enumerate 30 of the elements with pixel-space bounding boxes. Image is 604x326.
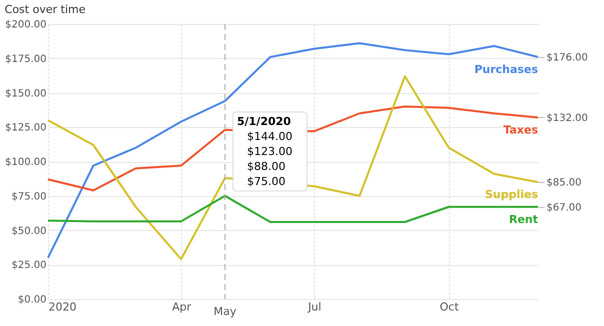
y-tick-label: $0.00 (18, 294, 46, 306)
series-label: Purchases (474, 63, 538, 76)
y-tick-label: $125.00 (5, 122, 46, 134)
series-label: Supplies (484, 188, 538, 202)
line-series (47, 75, 539, 260)
chart-title: Cost over time (4, 3, 86, 16)
y2-tick-label: $85.00 (546, 178, 582, 189)
y-tick-label: $175.00 (5, 54, 46, 65)
x-tick-label: Apr (172, 300, 192, 314)
annotation: $123.00 (246, 145, 292, 158)
y-tick-label: $75.00 (12, 191, 46, 202)
series-label: Rent (508, 212, 538, 226)
x-tick-label: Jul (307, 300, 322, 314)
x-tick-label: Oct (440, 300, 460, 314)
annotation: $75.00 (246, 175, 286, 188)
y-tick-label: $150.00 (5, 88, 46, 100)
y-tick-label: $200.00 (5, 20, 46, 30)
annotation: $88.00 (246, 160, 286, 173)
y2-tick-label: $67.00 (546, 202, 582, 214)
annotation: $144.00 (246, 130, 292, 143)
annotation: 5/1/2020 (236, 115, 292, 128)
ref-line-label: May (214, 305, 237, 318)
y-tick-label: $100.00 (5, 157, 46, 168)
line-series (47, 42, 539, 259)
x-tick-label: 2020 (48, 300, 76, 314)
y2-tick-label: $176.00 (546, 52, 588, 64)
series-label: Taxes (503, 124, 538, 136)
y-tick-label: $50.00 (12, 226, 46, 237)
y-tick-label: $25.00 (12, 260, 46, 272)
y2-tick-label: $132.00 (546, 113, 588, 124)
